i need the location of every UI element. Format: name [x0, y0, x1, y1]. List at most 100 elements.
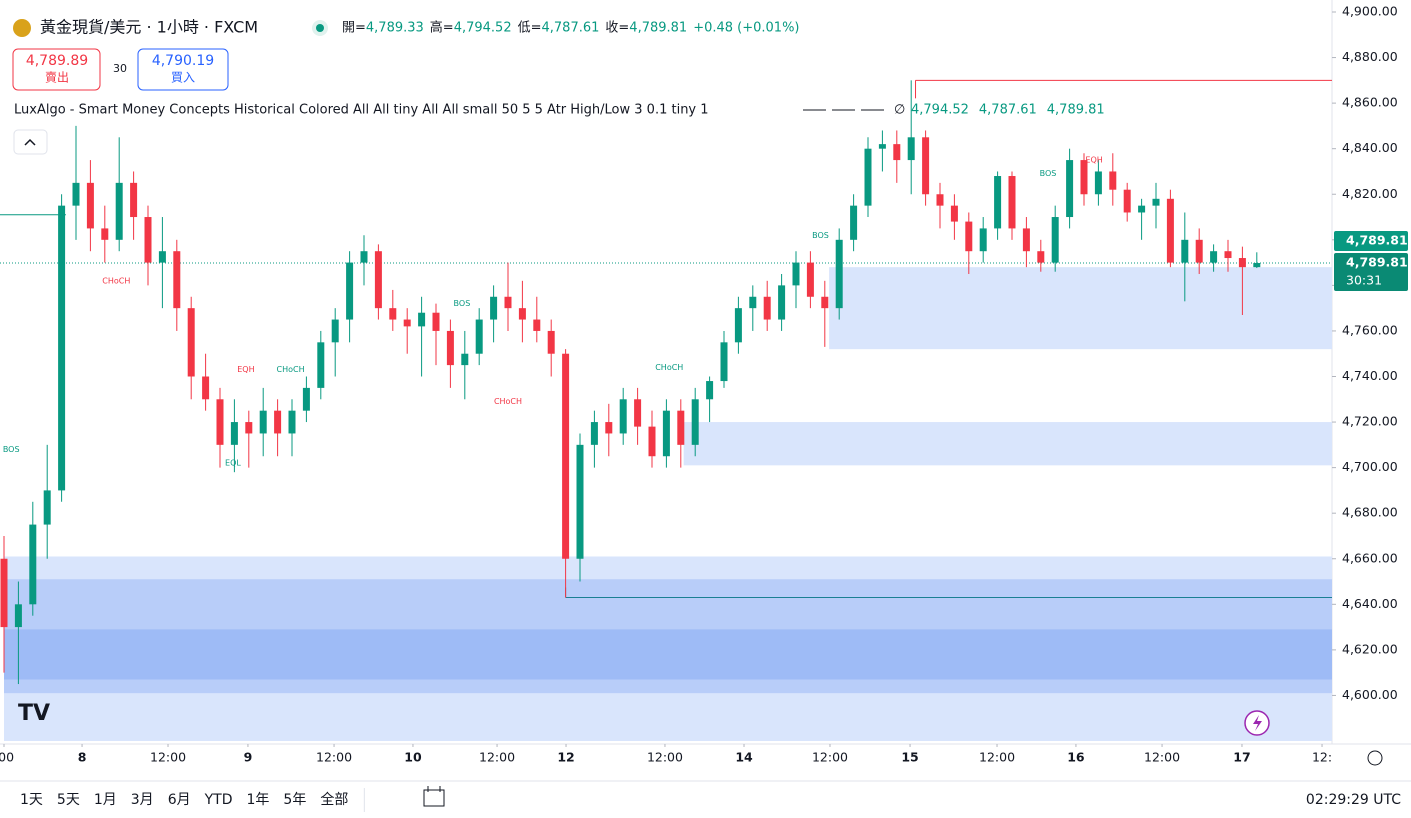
indicator-value: 4,789.81 — [1047, 103, 1105, 118]
candle-body — [432, 312, 440, 331]
x-tick-label: 12:00 — [812, 750, 848, 765]
candle-body — [1181, 239, 1189, 263]
x-tick-label: 12:00 — [1144, 750, 1180, 765]
candle-body — [1210, 251, 1218, 263]
candle-body — [878, 144, 886, 149]
period-button[interactable]: 1月 — [94, 792, 117, 808]
candle-body — [1238, 258, 1246, 268]
candle-body — [86, 182, 94, 229]
candle-body — [590, 422, 598, 445]
smc-label: EQH — [1085, 156, 1102, 165]
candle-body — [706, 381, 714, 400]
smc-label: BOS — [3, 445, 20, 454]
x-tick-label: 12:00 — [316, 750, 352, 765]
candle-body — [1008, 176, 1016, 229]
candle-body — [202, 376, 210, 400]
y-tick-label: 4,680.00 — [1342, 505, 1398, 520]
candle-body — [1037, 251, 1045, 263]
candle-body — [763, 296, 771, 320]
candle-body — [1224, 251, 1232, 259]
candle-body — [936, 194, 944, 206]
candle-body — [173, 251, 181, 309]
candle-body — [677, 410, 685, 445]
smc-label: EQH — [237, 365, 254, 374]
smc-label: CHoCH — [655, 363, 683, 372]
collapse-button[interactable] — [13, 129, 48, 155]
buy-button[interactable] — [137, 48, 229, 91]
period-button[interactable]: 3月 — [131, 792, 154, 808]
candle-body — [446, 330, 454, 366]
candle-body — [130, 182, 138, 218]
x-tick-label: 12:00 — [647, 750, 683, 765]
candle-body — [1138, 205, 1146, 213]
indicator-name[interactable]: LuxAlgo - Smart Money Concepts Historica… — [14, 103, 709, 118]
indicator-value: 4,787.61 — [979, 103, 1037, 118]
candle-body — [864, 148, 872, 206]
settings-icon[interactable] — [1367, 750, 1383, 766]
candle-body — [562, 353, 570, 559]
candle-body — [360, 251, 368, 263]
candle-body — [274, 410, 282, 434]
candle-body — [0, 558, 8, 628]
collapse-icon — [24, 138, 36, 146]
x-tick-label: 16 — [1067, 750, 1085, 765]
candle-body — [475, 319, 483, 354]
candle-body — [1066, 160, 1074, 218]
buy-label: 買入 — [171, 71, 195, 85]
candle-body — [821, 296, 829, 309]
period-bar: 1天 5天 1月 3月 6月 YTD 1年 5年 全部 — [20, 788, 365, 812]
x-tick-label: 12:00 — [150, 750, 186, 765]
candle-body — [461, 353, 469, 366]
candle-body — [317, 342, 325, 388]
ohlc-legend: 開= 4,789.33 高= 4,794.52 低= 4,787.61 收= 4,789.81… — [342, 20, 800, 36]
alert-icon-bolt — [1253, 715, 1262, 731]
y-tick-label: 4,640.00 — [1342, 596, 1398, 611]
smc-label: BOS — [1040, 169, 1057, 178]
candle-body — [1094, 171, 1102, 195]
indicator-values: 4,794.52 4,787.61 4,789.81 — [911, 103, 1105, 118]
period-button[interactable]: 1天 — [20, 792, 43, 808]
indicator-value: 4,794.52 — [911, 103, 969, 118]
countdown: 30:31 — [1346, 273, 1382, 288]
last-price-label: 4,789.81 — [1346, 233, 1408, 248]
ohlc-key: 高= — [430, 20, 454, 36]
smc-label: CHoCH — [277, 365, 305, 374]
period-button[interactable]: 5年 — [283, 792, 306, 808]
candle-body — [734, 308, 742, 343]
period-button[interactable]: YTD — [204, 792, 233, 808]
countdown-tag — [1334, 253, 1408, 292]
candle-body — [648, 426, 656, 457]
clock: 02:29:29 UTC — [1306, 792, 1401, 808]
ohlc-value: 4,789.81 — [629, 21, 687, 36]
candle-body — [965, 221, 973, 252]
candle-body — [950, 205, 958, 222]
period-button[interactable]: 6月 — [168, 792, 191, 808]
candle-body — [749, 296, 757, 309]
period-button[interactable]: 1年 — [247, 792, 270, 808]
candle-body — [245, 422, 253, 434]
sell-price: 4,789.89 — [26, 53, 88, 69]
period-button[interactable]: 全部 — [320, 791, 348, 808]
candle-body — [547, 330, 555, 354]
last-price-tag — [1334, 231, 1408, 252]
candle-body — [634, 399, 642, 427]
candle-body — [288, 410, 296, 434]
spread: 30 — [113, 62, 127, 75]
date-range-icon[interactable] — [423, 786, 445, 807]
candle-body — [518, 308, 526, 320]
candle-body — [835, 239, 843, 309]
y-tick-label: 4,740.00 — [1342, 368, 1398, 383]
smc-label: CHoCH — [494, 397, 522, 406]
order-block — [4, 629, 1332, 680]
x-tick-label: 10 — [404, 750, 422, 765]
y-tick-label: 4,900.00 — [1342, 4, 1398, 19]
candle-body — [720, 342, 728, 382]
x-tick-label: 14 — [735, 750, 753, 765]
candle-body — [1080, 160, 1088, 195]
x-tick-label: :00 — [0, 750, 14, 765]
sell-button[interactable] — [12, 48, 101, 91]
symbol-icon — [13, 19, 31, 37]
symbol-title[interactable]: 黃金現貨/美元 · 1小時 · FXCM — [40, 18, 258, 37]
period-button[interactable]: 5天 — [57, 792, 80, 808]
